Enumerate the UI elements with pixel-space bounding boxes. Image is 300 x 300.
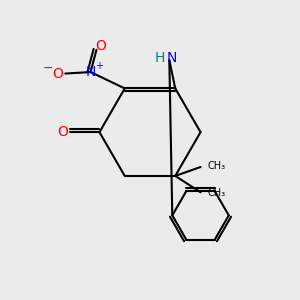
Text: O: O (95, 39, 106, 53)
Text: N: N (85, 65, 96, 79)
Text: O: O (57, 125, 68, 139)
Text: CH₃: CH₃ (208, 188, 226, 199)
Text: N: N (167, 51, 177, 65)
Text: −: − (43, 62, 53, 75)
Text: +: + (95, 61, 103, 70)
Text: H: H (154, 51, 165, 65)
Text: O: O (52, 67, 63, 80)
Text: CH₃: CH₃ (208, 161, 226, 171)
